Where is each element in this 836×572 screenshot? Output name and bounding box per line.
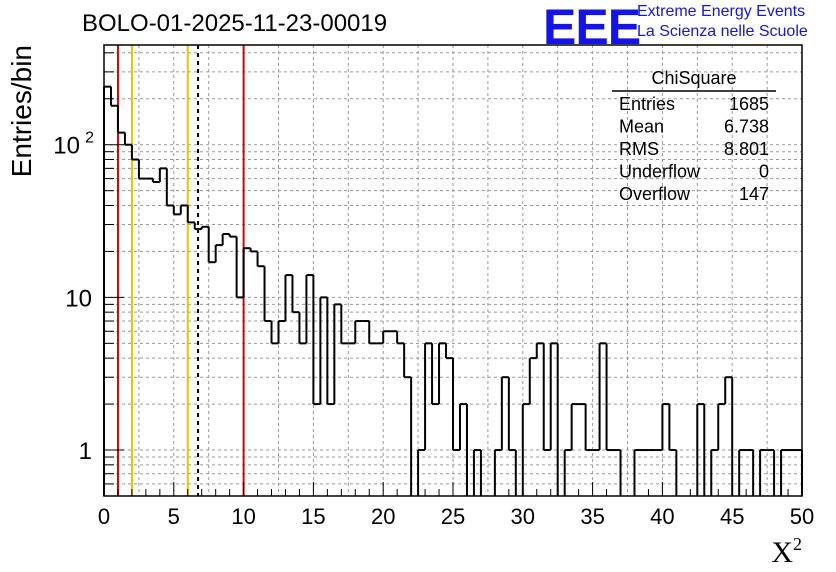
eee-logo: EEE [543, 0, 641, 55]
stats-value: 1685 [729, 94, 769, 114]
y-tick-label-exponent: 2 [85, 130, 94, 147]
stats-value: 6.738 [724, 117, 769, 137]
x-tick-label: 30 [511, 504, 535, 529]
x-tick-label: 0 [98, 504, 110, 529]
x-tick-label: 15 [301, 504, 325, 529]
y-axis-label: Entries/bin [6, 45, 37, 177]
stats-label: Entries [619, 94, 675, 114]
x-axis-label: X2 [771, 534, 802, 569]
x-tick-labels: 0 5 10 15 20 25 30 35 40 45 50 [98, 504, 814, 529]
stats-value: 0 [759, 162, 769, 182]
x-tick-label: 40 [650, 504, 674, 529]
x-tick-label: 35 [580, 504, 604, 529]
stats-label: Underflow [619, 162, 701, 182]
y-tick-label: 10 [65, 285, 92, 312]
brand-line-1: Extreme Energy Events [637, 3, 806, 20]
x-tick-label: 25 [441, 504, 465, 529]
x-tick-label: 5 [168, 504, 180, 529]
x-tick-label: 45 [720, 504, 744, 529]
y-tick-label: 10 [53, 133, 80, 160]
y-tick-label: 1 [79, 438, 92, 465]
stats-title: ChiSquare [651, 68, 736, 88]
stats-label: RMS [619, 139, 659, 159]
x-tick-label: 10 [231, 504, 255, 529]
y-tick-labels: 1 10 10 2 [53, 130, 94, 465]
reference-lines [116, 45, 245, 496]
stats-value: 147 [739, 184, 769, 204]
brand-line-2: La Scienza nelle Scuole [637, 23, 808, 40]
stats-label: Mean [619, 117, 664, 137]
page-title: BOLO-01-2025-11-23-00019 [82, 10, 388, 37]
x-tick-label: 50 [790, 504, 814, 529]
x-tick-label: 20 [371, 504, 395, 529]
stats-value: 8.801 [724, 139, 769, 159]
axis-ticks [103, 52, 803, 496]
stats-label: Overflow [619, 184, 691, 204]
stats-box: ChiSquare Entries 1685 Mean 6.738 RMS 8.801 Und… [612, 68, 776, 204]
